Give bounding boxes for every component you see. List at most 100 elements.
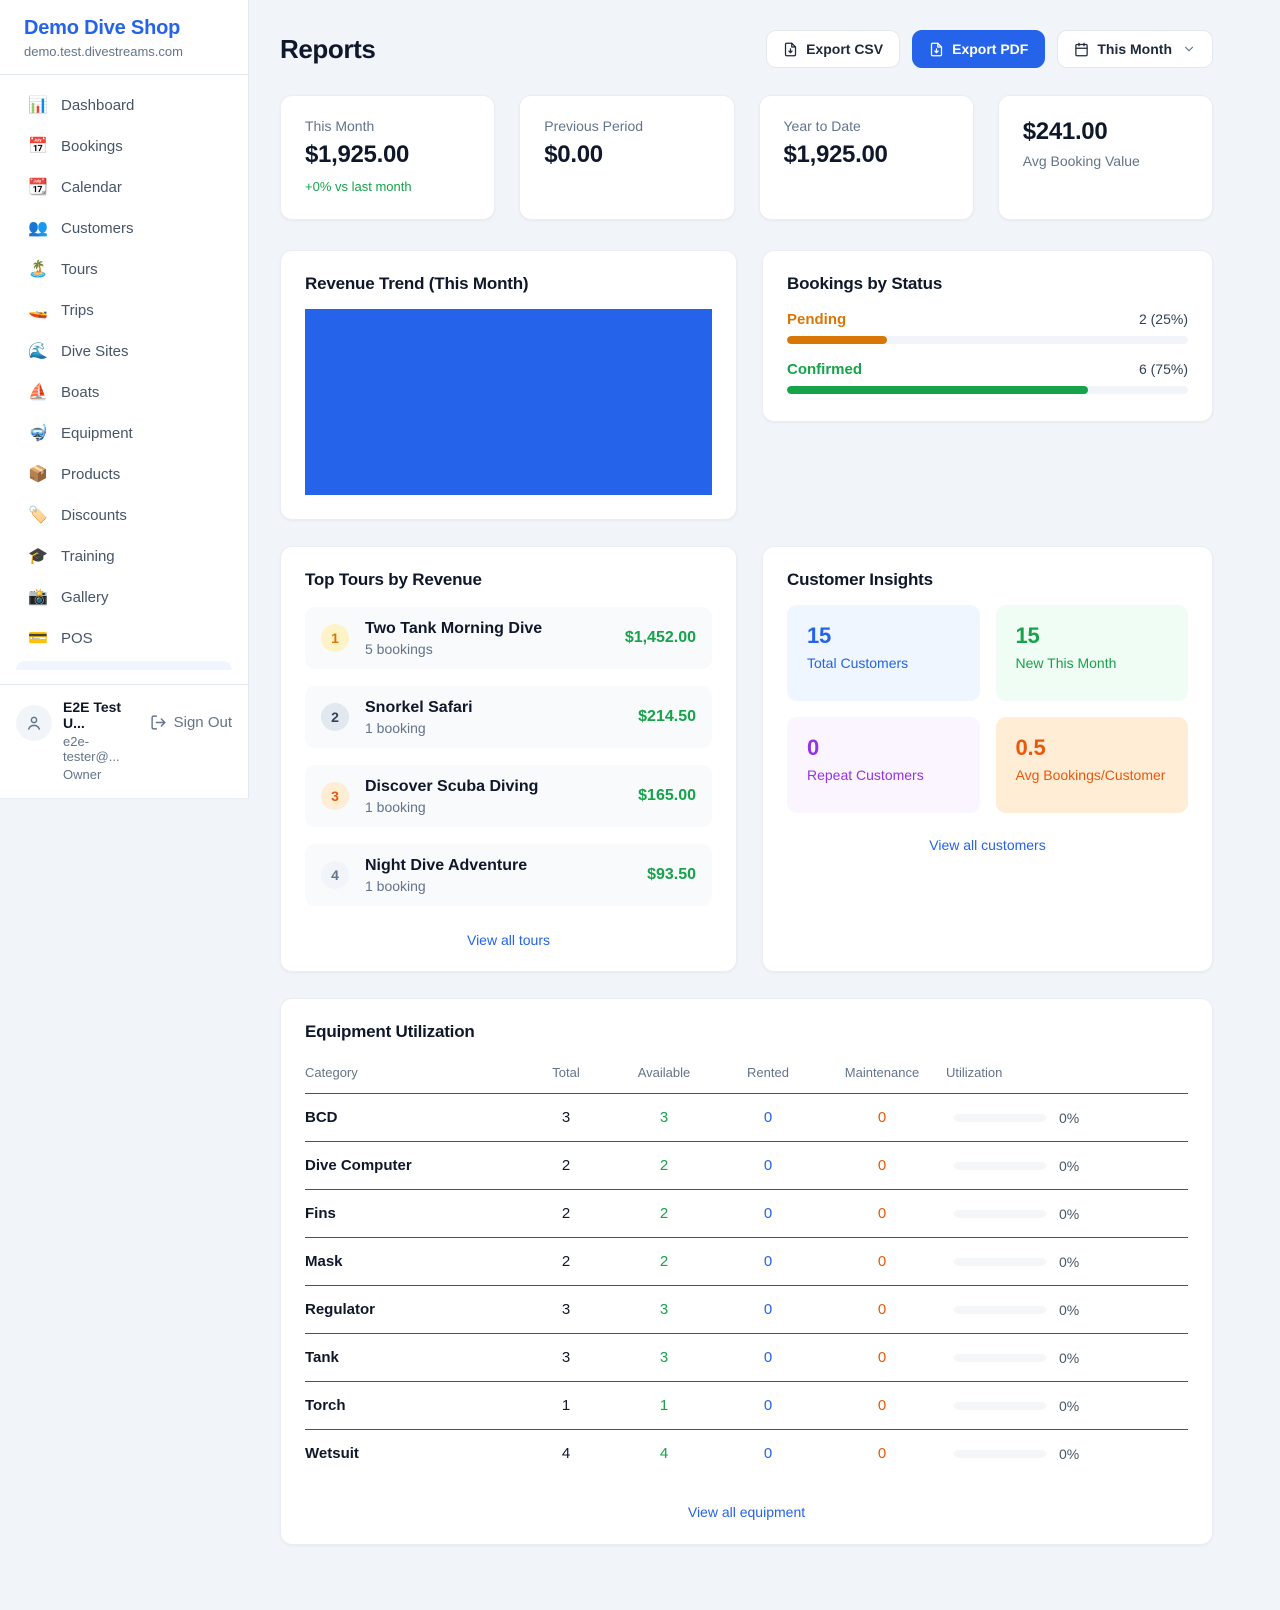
sidebar-item-calendar[interactable]: 📆 Calendar <box>12 169 236 206</box>
sailboat-icon: ⛵ <box>28 383 48 401</box>
rented-cell: 0 <box>718 1189 818 1238</box>
utilization-cell: 0% <box>946 1093 1188 1142</box>
diving-mask-icon: 🤿 <box>28 424 48 442</box>
bookings-by-status-card: Bookings by Status Pending 2 (25%) Confi… <box>762 250 1213 422</box>
export-csv-button[interactable]: Export CSV <box>766 30 901 68</box>
total-cell: 4 <box>561 1445 571 1463</box>
total-cell: 3 <box>522 1093 610 1142</box>
total-cell: 3 <box>522 1333 610 1382</box>
utilization-bar <box>954 1113 1046 1122</box>
insight-tile-new-this-month: 15 New This Month <box>995 605 1188 701</box>
rented-cell: 0 <box>718 1381 818 1430</box>
people-icon: 👥 <box>28 219 48 237</box>
category-cell: Torch <box>305 1381 522 1430</box>
sidebar-item-tours[interactable]: 🏝️ Tours <box>12 251 236 288</box>
revenue-trend-title: Revenue Trend (This Month) <box>305 274 529 293</box>
stat-label: This Month <box>305 118 375 134</box>
sidebar-item-label: Discounts <box>61 507 127 524</box>
file-download-icon <box>930 42 943 56</box>
category-cell: Mask <box>305 1237 522 1286</box>
header-actions: Export CSV Export PDF This Month <box>766 30 1213 68</box>
sign-out-button[interactable]: Sign Out <box>150 714 232 731</box>
view-all-tours-link[interactable]: View all tours <box>466 932 550 948</box>
period-label: This Month <box>1097 41 1172 57</box>
sidebar-item-dive-sites[interactable]: 🌊 Dive Sites <box>12 333 236 370</box>
insight-value: 15 <box>807 623 832 648</box>
category-cell: Dive Computer <box>305 1141 522 1190</box>
tour-name: Night Dive Adventure <box>365 856 528 874</box>
stat-cards: This Month $1,925.00 +0% vs last month P… <box>280 95 1213 220</box>
stat-value: $1,925.00 <box>305 141 410 168</box>
export-pdf-button[interactable]: Export PDF <box>912 30 1046 68</box>
stat-card-this-month: This Month $1,925.00 +0% vs last month <box>280 95 496 220</box>
charts-row: Revenue Trend (This Month) Bookings by S… <box>280 250 1213 520</box>
tour-name: Snorkel Safari <box>365 698 473 716</box>
camera-icon: 📸 <box>28 588 48 606</box>
user-role: Owner <box>63 767 102 782</box>
utilization-cell: 0% <box>946 1285 1188 1334</box>
insight-value: 0 <box>807 735 820 760</box>
sidebar: Demo Dive Shop demo.test.divestreams.com… <box>0 0 249 799</box>
sidebar-item-label: POS <box>61 630 93 647</box>
bar-chart-icon: 📊 <box>28 96 48 114</box>
revenue-trend-bar <box>305 309 712 495</box>
sidebar-item-discounts[interactable]: 🏷️ Discounts <box>12 497 236 534</box>
top-tours-title: Top Tours by Revenue <box>305 570 482 589</box>
status-row-pending: Pending 2 (25%) <box>787 311 1188 344</box>
stat-card-avg-booking-value: $241.00 Avg Booking Value <box>997 95 1213 220</box>
sidebar-item-active-partial[interactable] <box>16 661 232 670</box>
sidebar-item-products[interactable]: 📦 Products <box>12 456 236 493</box>
customer-insights-card: Customer Insights 15 Total Customers 15 … <box>762 546 1213 972</box>
column-header-utilization: Utilization <box>946 1057 1188 1094</box>
view-all-equipment-link[interactable]: View all equipment <box>687 1503 806 1520</box>
bookings-by-status-title: Bookings by Status <box>787 274 943 293</box>
sidebar-nav: 📊 Dashboard 📅 Bookings 📆 Calendar 👥 Customer… <box>0 75 248 670</box>
sidebar-header: Demo Dive Shop demo.test.divestreams.com <box>0 0 248 75</box>
sidebar-item-label: Gallery <box>61 589 109 606</box>
table-row: Torch 1 1 0 0 0% <box>305 1381 1188 1430</box>
page-title: Reports <box>280 33 376 64</box>
sidebar-item-dashboard[interactable]: 📊 Dashboard <box>12 87 236 124</box>
period-dropdown[interactable]: This Month <box>1057 30 1213 68</box>
equipment-utilization-card: Equipment Utilization Category Total Ava… <box>280 998 1213 1545</box>
utilization-cell: 0% <box>946 1189 1188 1238</box>
insight-label: Avg Bookings/Customer <box>1015 767 1166 783</box>
insight-tile-repeat-customers: 0 Repeat Customers <box>787 717 980 813</box>
tour-bookings: 1 booking <box>365 719 426 736</box>
sidebar-item-label: Customers <box>61 220 134 237</box>
sidebar-item-pos[interactable]: 💳 POS <box>12 620 236 657</box>
view-all-customers-link[interactable]: View all customers <box>929 837 1046 853</box>
available-cell: 3 <box>610 1285 718 1334</box>
revenue-trend-card: Revenue Trend (This Month) <box>280 250 737 520</box>
status-bar-fill <box>787 386 1088 394</box>
sidebar-item-trips[interactable]: 🚤 Trips <box>12 292 236 329</box>
insight-label: Total Customers <box>807 655 909 671</box>
sidebar-item-label: Boats <box>61 384 100 401</box>
maintenance-cell: 0 <box>818 1093 946 1142</box>
insights-row: Top Tours by Revenue 1 Two Tank Morning … <box>280 546 1213 972</box>
sidebar-item-customers[interactable]: 👥 Customers <box>12 210 236 247</box>
shop-name[interactable]: Demo Dive Shop <box>24 17 181 39</box>
total-cell: 3 <box>522 1285 610 1334</box>
utilization-cell: 0% <box>946 1333 1188 1382</box>
available-cell: 2 <box>610 1141 718 1190</box>
sidebar-item-equipment[interactable]: 🤿 Equipment <box>12 415 236 452</box>
sidebar-item-gallery[interactable]: 📸 Gallery <box>12 579 236 616</box>
utilization-bar <box>954 1209 1046 1218</box>
list-item: 1 Two Tank Morning Dive 5 bookings $1,45… <box>305 607 712 669</box>
table-row: Dive Computer 2 2 0 0 0% <box>305 1141 1188 1190</box>
table-row: Tank 3 3 0 0 0% <box>305 1333 1188 1382</box>
utilization-percent: 0% <box>1059 1253 1080 1270</box>
sidebar-item-boats[interactable]: ⛵ Boats <box>12 374 236 411</box>
sidebar-item-training[interactable]: 🎓 Training <box>12 538 236 575</box>
status-label: Pending <box>787 311 847 328</box>
maintenance-cell: 0 <box>818 1141 946 1190</box>
utilization-bar <box>954 1353 1046 1362</box>
sidebar-item-label: Equipment <box>61 425 133 442</box>
sidebar-item-bookings[interactable]: 📅 Bookings <box>12 128 236 165</box>
rented-cell: 0 <box>718 1333 818 1382</box>
rank-badge: 1 <box>321 624 349 652</box>
table-row: BCD 3 3 0 0 0% <box>305 1093 1188 1142</box>
utilization-percent: 0% <box>1059 1397 1080 1414</box>
maintenance-cell: 0 <box>818 1189 946 1238</box>
